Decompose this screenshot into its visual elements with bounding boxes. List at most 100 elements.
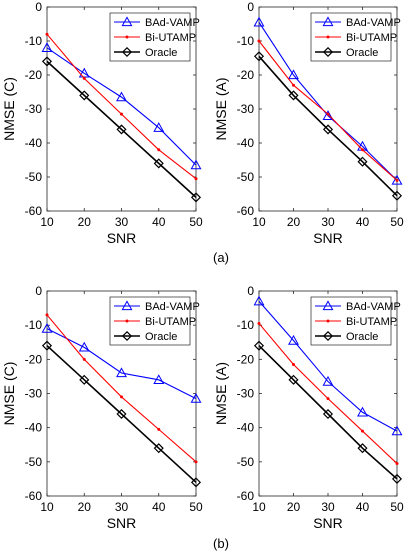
legend-label: BAd-VAMP <box>145 301 200 313</box>
legend-marker <box>326 319 330 323</box>
data-point <box>395 178 399 182</box>
legend-label: Oracle <box>346 331 378 343</box>
y-tick-label: -20 <box>25 352 43 366</box>
data-point <box>116 408 127 420</box>
legend-marker <box>121 16 133 27</box>
data-point <box>395 462 399 466</box>
x-tick-label: 50 <box>390 215 404 229</box>
data-point <box>45 313 49 317</box>
series-oracle <box>41 56 202 203</box>
data-point <box>288 374 299 385</box>
data-point <box>41 42 53 52</box>
data-point <box>153 374 165 385</box>
y-tick-label: -60 <box>237 489 255 503</box>
data-point <box>194 460 198 464</box>
y-tick-label: -20 <box>25 68 43 82</box>
data-point <box>391 425 403 436</box>
y-tick-label: -40 <box>237 136 255 150</box>
y-tick-label: -60 <box>25 204 43 218</box>
data-point <box>253 340 265 351</box>
series-line <box>258 55 398 197</box>
y-tick-label: -50 <box>237 455 255 469</box>
legend: BAd-VAMP Bi-UTAMP Oracle <box>310 296 401 346</box>
caption-b: (b) <box>213 536 229 551</box>
legend-marker <box>125 319 129 323</box>
y-tick-label: -40 <box>25 136 43 150</box>
x-tick-label: 20 <box>287 500 301 514</box>
y-tick-label: -20 <box>237 68 255 82</box>
data-point <box>116 367 127 378</box>
series-line <box>258 300 398 432</box>
plots-layer: 10 20 30 40 50 0 -10 -20 -30 -40 -50 -60 SNR NMSE (C)… <box>1 0 404 531</box>
data-point <box>257 39 261 43</box>
series-bad-vamp <box>41 322 202 403</box>
x-tick-label: 30 <box>321 500 335 514</box>
data-point <box>190 392 202 403</box>
series-bi-utamp <box>257 321 399 466</box>
data-point <box>41 322 53 333</box>
series-bi-utamp <box>45 313 198 464</box>
data-point <box>361 429 364 433</box>
data-point <box>82 357 86 361</box>
y-tick-label: -50 <box>25 170 43 184</box>
series-line <box>46 47 197 166</box>
y-tick-label: -20 <box>237 352 255 366</box>
y-tick-label: -40 <box>237 421 255 435</box>
y-tick-label: 0 <box>35 0 42 14</box>
legend-marker <box>121 46 133 58</box>
data-point <box>288 69 299 80</box>
x-tick-label: 40 <box>356 215 370 229</box>
series-bad-vamp <box>41 42 202 170</box>
y-tick-label: -40 <box>25 421 43 435</box>
data-point <box>292 362 295 366</box>
series-bi-utamp <box>257 39 399 182</box>
data-point <box>120 112 123 116</box>
data-point <box>190 477 202 488</box>
x-tick-label: 10 <box>40 500 54 514</box>
x-axis-label: SNR <box>107 515 137 531</box>
chart-panel-b-right: 10 20 30 40 50 0 -10 -20 -30 -40 -50 -60 SNR NMSE (A)… <box>213 284 404 531</box>
data-point <box>79 374 90 385</box>
x-tick-label: 20 <box>287 215 301 229</box>
legend-label: Bi-UTAMP <box>346 316 397 328</box>
data-point <box>116 91 127 102</box>
data-point <box>41 340 53 351</box>
y-tick-label: -30 <box>237 387 255 401</box>
legend-marker <box>121 330 133 342</box>
data-point <box>288 90 299 101</box>
y-tick-label: 0 <box>247 0 254 14</box>
legend-marker <box>322 300 334 311</box>
y-tick-label: -30 <box>25 387 43 401</box>
y-tick-label: 0 <box>35 284 42 298</box>
y-tick-label: -30 <box>25 102 43 116</box>
y-axis-label: NMSE (A) <box>213 78 229 141</box>
data-point <box>391 190 403 201</box>
series-line <box>258 345 398 480</box>
data-point <box>157 148 161 152</box>
legend-label: Oracle <box>145 331 177 343</box>
caption-a: (a) <box>213 250 229 265</box>
data-point <box>326 397 330 401</box>
legend-label: Oracle <box>145 47 177 59</box>
data-point <box>190 159 202 170</box>
data-point <box>322 124 334 135</box>
x-tick-label: 20 <box>78 500 92 514</box>
data-point <box>78 341 90 352</box>
data-point <box>82 76 86 80</box>
data-point <box>322 375 334 386</box>
x-axis-label: SNR <box>313 515 343 531</box>
legend-marker <box>322 16 334 27</box>
data-point <box>357 156 368 167</box>
data-point <box>116 124 127 135</box>
y-axis-label: NMSE (C) <box>1 362 17 426</box>
legend-marker <box>322 330 334 342</box>
x-tick-label: 40 <box>152 215 166 229</box>
data-point <box>153 122 165 132</box>
chart-panel-b-left: 10 20 30 40 50 0 -10 -20 -30 -40 -50 -60 SNR NMSE (C)… <box>1 284 203 531</box>
y-tick-label: -10 <box>237 34 255 48</box>
data-point <box>41 56 53 67</box>
data-point <box>326 112 330 116</box>
y-axis-label: NMSE (C) <box>1 77 17 141</box>
series-line <box>46 345 197 483</box>
